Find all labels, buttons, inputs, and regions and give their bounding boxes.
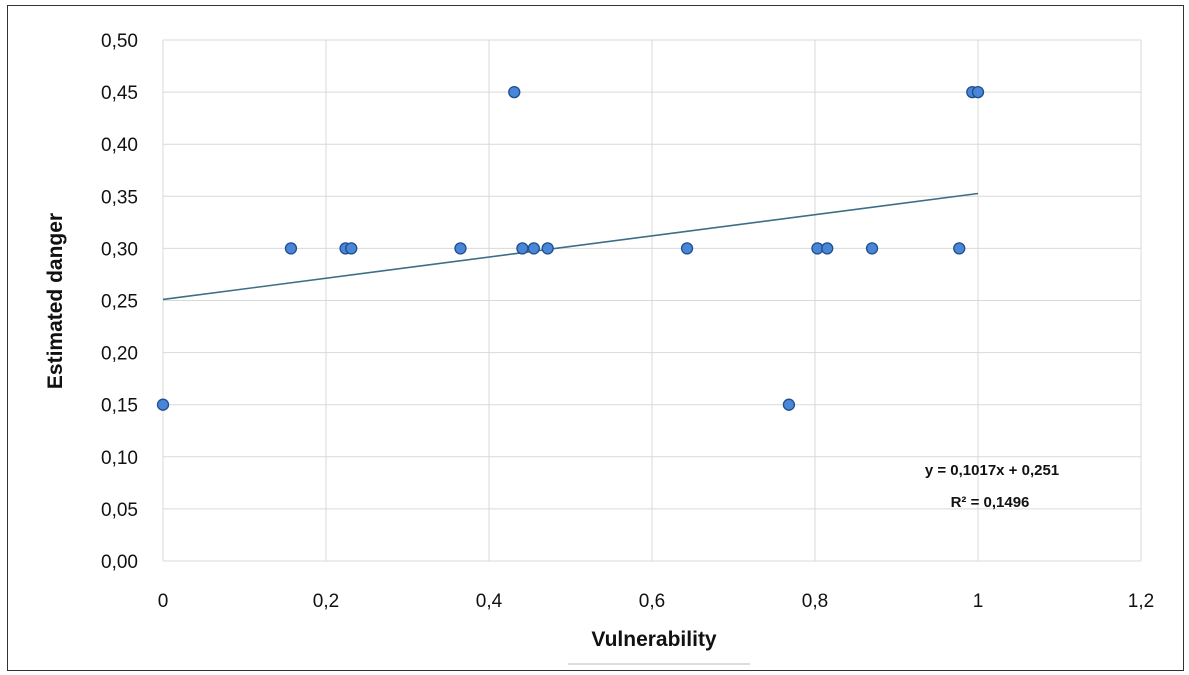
grid xyxy=(162,39,1142,562)
y-tick-label: 0,45 xyxy=(101,83,138,104)
y-tick-label: 0,30 xyxy=(101,239,138,260)
data-point xyxy=(516,242,529,255)
data-point xyxy=(454,242,467,255)
data-point xyxy=(971,85,985,99)
y-tick-label: 0,20 xyxy=(101,344,138,365)
y-tick-label: 0,40 xyxy=(101,135,138,156)
y-tick-label: 0,35 xyxy=(101,187,138,208)
x-tick-label: 0 xyxy=(158,591,169,612)
y-axis-title: Estimated danger xyxy=(44,213,67,389)
data-point xyxy=(821,242,834,255)
data-point xyxy=(345,242,358,255)
x-tick-label: 0,4 xyxy=(476,591,503,612)
x-tick-label: 1 xyxy=(973,591,984,612)
y-tick-labels: 0,00 0,05 0,10 0,15 0,20 0,25 0,30 0,35 0,40 0,45… xyxy=(101,31,138,573)
y-tick-label: 0,10 xyxy=(101,448,138,469)
y-tick-label: 0,00 xyxy=(101,552,138,573)
x-tick-label: 0,2 xyxy=(313,591,339,612)
data-point xyxy=(865,242,879,255)
y-tick-label: 0,05 xyxy=(101,500,138,521)
x-tick-labels: 0 0,2 0,4 0,6 0,8 1 1,2 xyxy=(158,591,1155,612)
x-tick-label: 1,2 xyxy=(1128,591,1154,612)
data-point xyxy=(953,242,966,255)
y-tick-label: 0,50 xyxy=(101,31,138,52)
data-point xyxy=(156,398,170,411)
data-point xyxy=(680,242,694,255)
data-point xyxy=(508,85,521,99)
trendline-equation: y = 0,1017x + 0,251 xyxy=(925,462,1059,479)
trendline-r-squared: R² = 0,1496 xyxy=(951,494,1030,511)
data-point xyxy=(782,398,796,411)
x-tick-label: 0,8 xyxy=(802,591,828,612)
x-axis-title: Vulnerability xyxy=(591,628,717,651)
data-point xyxy=(527,242,540,255)
data-point xyxy=(284,242,298,255)
y-tick-label: 0,25 xyxy=(101,292,138,313)
trendline xyxy=(162,192,979,301)
trendline-group xyxy=(162,192,979,301)
data-point xyxy=(541,242,554,255)
chart-frame xyxy=(7,5,1184,671)
data-points xyxy=(156,85,985,411)
x-tick-label: 0,6 xyxy=(639,591,665,612)
y-tick-label: 0,15 xyxy=(101,396,138,417)
